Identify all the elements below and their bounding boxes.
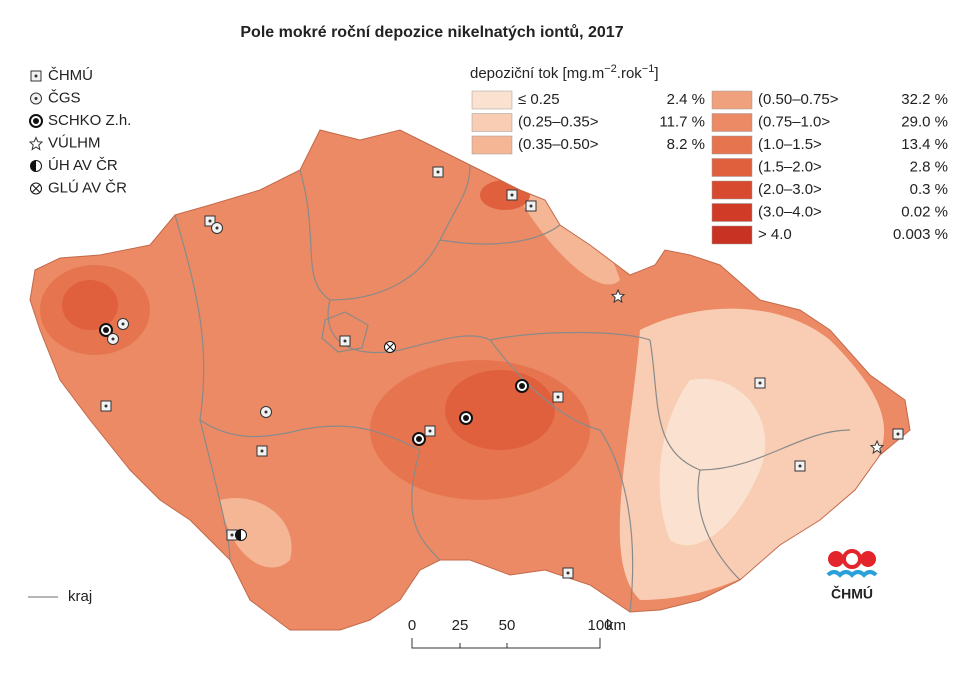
station-symbol: [428, 429, 432, 433]
map-title: Pole mokré roční depozice nikelnatých io…: [240, 24, 623, 41]
station-symbol: [34, 74, 38, 78]
scale-label: 0: [408, 617, 416, 634]
logo: ČHMÚ: [826, 549, 878, 602]
station-type-label: SCHKO Z.h.: [48, 112, 131, 129]
station-symbol: [215, 226, 219, 230]
legend-class-share: 29.0 %: [901, 113, 948, 130]
station-type-label: ČGS: [48, 89, 81, 106]
legend-class-share: 11.7 %: [659, 113, 705, 130]
legend-class-share: 32.2 %: [901, 91, 948, 108]
legend-class-label: (2.0–3.0>: [758, 181, 822, 198]
station-symbol: [103, 327, 109, 333]
legend-swatch: [711, 225, 753, 245]
legend-class-label: (0.35–0.50>: [518, 136, 599, 153]
station-symbol: [519, 383, 525, 389]
legend-swatch: [711, 135, 753, 155]
station-symbol: [610, 288, 626, 304]
scale-label: 50: [499, 617, 516, 634]
station-type-label: ČHMÚ: [48, 67, 93, 84]
legend-swatch: [711, 90, 753, 110]
legend-swatch: [711, 203, 753, 222]
station-symbol: [566, 571, 570, 575]
legend-swatch: [711, 113, 753, 132]
station-type-label: VÚLHM: [48, 134, 101, 151]
legend-class-share: 0.003 %: [893, 226, 948, 243]
station-symbol: [33, 118, 39, 124]
scale-bar: [411, 638, 601, 649]
legend-title-part: depoziční tok [mg.m: [470, 65, 604, 82]
station-symbol: [416, 436, 422, 442]
legend-title-part: −1: [642, 63, 655, 75]
station-symbol: [896, 432, 900, 436]
station-symbol: [230, 533, 234, 537]
station-symbol: [32, 184, 40, 193]
legend-class-label: (0.50–0.75>: [758, 91, 839, 108]
station-symbol: [463, 415, 469, 421]
station-symbol: [260, 449, 264, 453]
legend-class-label: ≤ 0.25: [518, 91, 560, 108]
station-symbol: [34, 97, 38, 100]
kraj-label: kraj: [68, 588, 92, 605]
legend-class-label: (1.5–2.0>: [758, 158, 822, 175]
station-symbol: [121, 322, 125, 326]
station-symbol: [510, 193, 514, 197]
station-symbol: [798, 464, 802, 468]
legend-title: depoziční tok [mg.m−2.rok−1]: [470, 63, 659, 82]
deposition-field: [30, 130, 910, 630]
legend-class-label: (0.25–0.35>: [518, 113, 599, 130]
legend-class-share: 13.4 %: [901, 136, 948, 153]
legend-title-part: .rok: [617, 65, 643, 82]
station-symbol: [28, 136, 44, 151]
legend-class-label: > 4.0: [758, 226, 792, 243]
station-symbol: [386, 343, 394, 351]
legend-class-label: (0.75–1.0>: [758, 113, 830, 130]
scale-unit: km: [606, 617, 626, 634]
legend-swatch: [711, 180, 753, 200]
legend-class-share: 2.8 %: [910, 158, 948, 175]
station-symbol: [111, 337, 115, 341]
station-type-label: GLÚ AV ČR: [48, 179, 127, 196]
station-symbol: [436, 170, 440, 174]
legend-class-share: 2.4 %: [667, 91, 705, 108]
legend-class-share: 0.02 %: [901, 203, 948, 220]
legend-title-part: ]: [654, 65, 658, 82]
scale-label: 25: [452, 617, 469, 634]
legend-class-label: (3.0–4.0>: [758, 203, 822, 220]
station-symbol: [556, 395, 560, 399]
scale-label: 100: [587, 617, 612, 634]
station-symbol: [758, 381, 762, 385]
legend-swatch: [471, 90, 513, 110]
station-symbol: [235, 529, 241, 541]
legend-title-part: −2: [604, 63, 617, 75]
legend-swatch: [711, 158, 753, 177]
station-symbol: [264, 410, 268, 414]
legend-class-share: 8.2 %: [667, 136, 705, 153]
legend-class-label: (1.0–1.5>: [758, 136, 822, 153]
legend-swatch: [471, 113, 513, 132]
station-symbol: [104, 404, 108, 408]
station-symbol: [208, 219, 212, 223]
station-symbol: [869, 439, 885, 455]
station-type-label: ÚH AV ČR: [48, 157, 118, 174]
logo-text: ČHMÚ: [831, 585, 873, 602]
legend-class-share: 0.3 %: [910, 181, 948, 198]
station-symbol: [30, 160, 36, 172]
legend-swatch: [471, 135, 513, 155]
station-symbol: [343, 339, 347, 343]
station-symbol: [529, 204, 533, 208]
